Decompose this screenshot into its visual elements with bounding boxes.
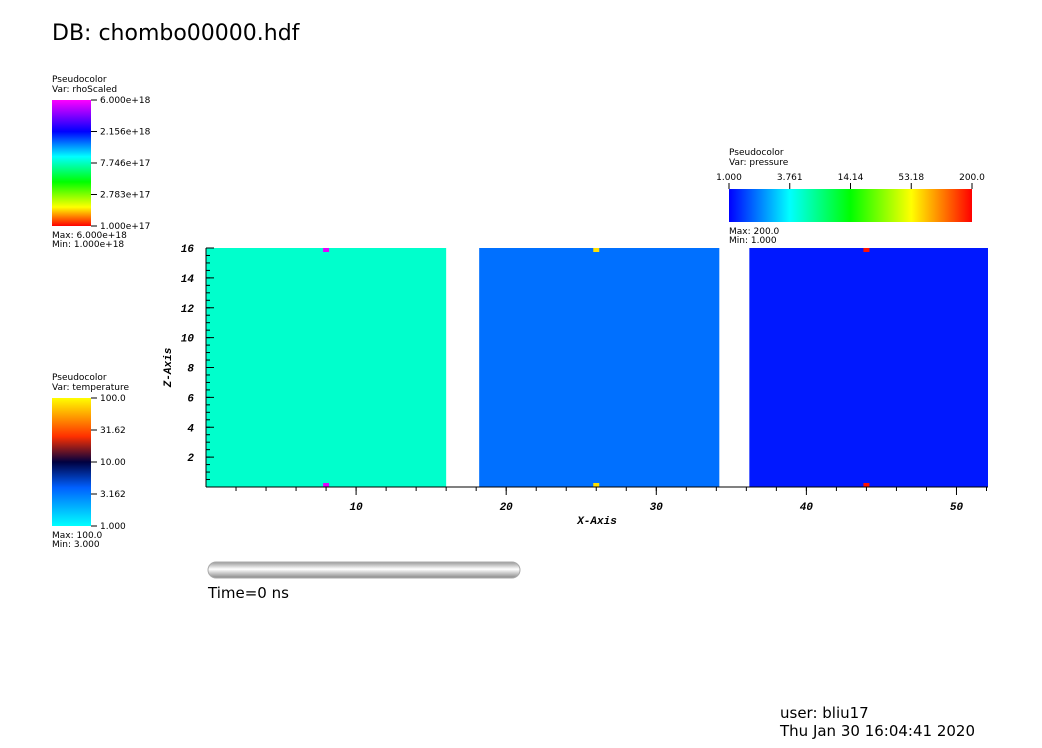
legend-plot: Pseudocolor bbox=[729, 148, 784, 158]
legend-min: Min: 3.000 bbox=[52, 540, 100, 550]
legend-label: 3.761 bbox=[777, 173, 803, 183]
marker bbox=[593, 248, 600, 252]
legend-max: Max: 6.000e+18 bbox=[52, 231, 127, 241]
marker bbox=[323, 248, 330, 252]
time-slider bbox=[207, 561, 521, 579]
colorbar bbox=[52, 100, 91, 226]
x-tick-label: 10 bbox=[349, 502, 363, 514]
legend-label: 100.0 bbox=[100, 394, 126, 404]
legend-label: 6.000e+18 bbox=[100, 96, 151, 106]
legend-label: 1.000 bbox=[716, 173, 742, 183]
legend-label: 1.000e+17 bbox=[100, 222, 150, 232]
legend-label: 200.0 bbox=[959, 173, 985, 183]
legend-label: 2.783e+17 bbox=[100, 191, 150, 201]
title: DB: chombo00000.hdf bbox=[52, 21, 301, 46]
block bbox=[749, 248, 988, 487]
y-tick-label: 12 bbox=[181, 304, 195, 316]
x-tick-label: 20 bbox=[500, 502, 514, 514]
legend-var: Var: temperature bbox=[52, 383, 129, 393]
y-tick-label: 2 bbox=[187, 453, 194, 465]
legend-label: 2.156e+18 bbox=[100, 128, 151, 138]
y-tick-label: 4 bbox=[187, 423, 194, 435]
legend-min: Min: 1.000e+18 bbox=[52, 240, 124, 250]
colorbar bbox=[52, 398, 91, 526]
marker bbox=[593, 483, 600, 487]
x-axis-label: X-Axis bbox=[576, 516, 617, 528]
legend-label: 14.14 bbox=[838, 173, 864, 183]
time-label: Time=0 ns bbox=[207, 584, 289, 602]
marker bbox=[863, 248, 870, 252]
legend-plot: Pseudocolor bbox=[52, 75, 107, 85]
marker bbox=[323, 483, 330, 487]
legend-max: Max: 100.0 bbox=[52, 531, 103, 541]
y-tick-label: 8 bbox=[187, 364, 194, 376]
block bbox=[479, 248, 720, 487]
legend-label: 10.00 bbox=[100, 458, 126, 468]
marker bbox=[863, 483, 870, 487]
legend-plot: Pseudocolor bbox=[52, 373, 107, 383]
y-tick-label: 14 bbox=[181, 274, 195, 286]
legend-var: Var: rhoScaled bbox=[52, 85, 117, 95]
x-tick-label: 40 bbox=[800, 502, 814, 514]
colorbar bbox=[729, 189, 972, 222]
x-tick-label: 30 bbox=[650, 502, 664, 514]
y-tick-label: 6 bbox=[187, 393, 194, 405]
y-tick-label: 10 bbox=[181, 334, 195, 346]
x-tick-label: 50 bbox=[950, 502, 964, 514]
y-axis-label: Z-Axis bbox=[163, 347, 175, 388]
legend-max: Max: 200.0 bbox=[729, 227, 780, 237]
legend-label: 31.62 bbox=[100, 426, 126, 436]
legend-var: Var: pressure bbox=[729, 158, 789, 168]
legend-label: 1.000 bbox=[100, 522, 126, 532]
user: user: bliu17 bbox=[780, 704, 869, 722]
legend-label: 53.18 bbox=[898, 173, 924, 183]
date: Thu Jan 30 16:04:41 2020 bbox=[779, 722, 975, 740]
y-tick-label: 16 bbox=[181, 244, 195, 256]
legend-label: 7.746e+17 bbox=[100, 159, 150, 169]
legend-label: 3.162 bbox=[100, 490, 126, 500]
legend-min: Min: 1.000 bbox=[729, 236, 777, 246]
block bbox=[206, 248, 447, 487]
